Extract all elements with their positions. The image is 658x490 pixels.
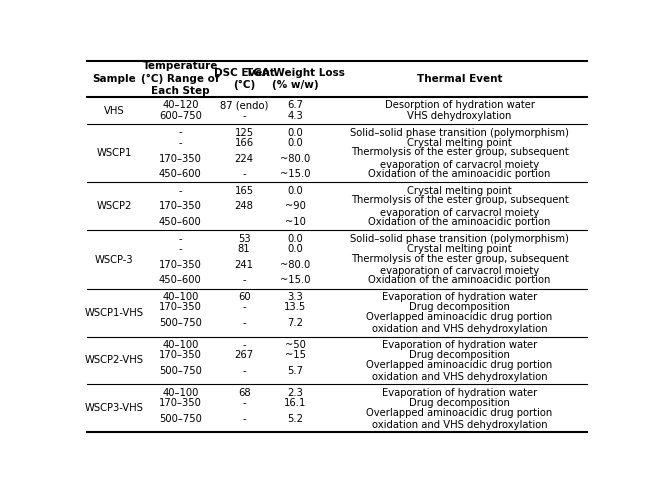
Text: Oxidation of the aminoacidic portion: Oxidation of the aminoacidic portion: [368, 169, 551, 179]
Text: Evaporation of hydration water: Evaporation of hydration water: [382, 388, 537, 398]
Text: Evaporation of hydration water: Evaporation of hydration water: [382, 292, 537, 302]
Text: 40–100: 40–100: [163, 340, 199, 350]
Text: 2.3: 2.3: [287, 388, 303, 398]
Text: 53: 53: [238, 234, 251, 244]
Text: 170–350: 170–350: [159, 260, 202, 270]
Text: 81: 81: [238, 244, 251, 254]
Text: -: -: [242, 414, 246, 424]
Text: 0.0: 0.0: [288, 186, 303, 196]
Text: -: -: [242, 302, 246, 313]
Text: TGA Weight Loss
(% w/w): TGA Weight Loss (% w/w): [245, 68, 345, 90]
Text: ~10: ~10: [285, 217, 305, 227]
Text: 13.5: 13.5: [284, 302, 306, 313]
Text: 267: 267: [235, 350, 254, 360]
Text: Overlapped aminoacidic drug portion
oxidation and VHS dehydroxylation: Overlapped aminoacidic drug portion oxid…: [367, 408, 553, 430]
Text: Thermolysis of the ester group, subsequent
evaporation of carvacrol moiety: Thermolysis of the ester group, subseque…: [351, 253, 569, 276]
Text: ~15.0: ~15.0: [280, 169, 311, 179]
Text: Drug decomposition: Drug decomposition: [409, 302, 510, 313]
Text: 500–750: 500–750: [159, 414, 202, 424]
Text: VHS dehydroxylation: VHS dehydroxylation: [407, 111, 512, 121]
Text: Thermolysis of the ester group, subsequent
evaporation of carvacrol moiety: Thermolysis of the ester group, subseque…: [351, 147, 569, 170]
Text: ~50: ~50: [285, 340, 305, 350]
Text: 224: 224: [235, 153, 254, 164]
Text: 450–600: 450–600: [159, 275, 202, 285]
Text: ~15.0: ~15.0: [280, 275, 311, 285]
Text: 5.7: 5.7: [287, 366, 303, 376]
Text: 40–120: 40–120: [162, 100, 199, 110]
Text: Crystal melting point: Crystal melting point: [407, 186, 512, 196]
Text: Drug decomposition: Drug decomposition: [409, 398, 510, 408]
Text: 600–750: 600–750: [159, 111, 202, 121]
Text: Overlapped aminoacidic drug portion
oxidation and VHS dehydroxylation: Overlapped aminoacidic drug portion oxid…: [367, 312, 553, 334]
Text: -: -: [178, 138, 182, 148]
Text: Desorption of hydration water: Desorption of hydration water: [385, 100, 534, 110]
Text: 170–350: 170–350: [159, 302, 202, 313]
Text: 248: 248: [235, 201, 253, 211]
Text: -: -: [242, 340, 246, 350]
Text: WSCP1: WSCP1: [97, 148, 132, 158]
Text: Overlapped aminoacidic drug portion
oxidation and VHS dehydroxylation: Overlapped aminoacidic drug portion oxid…: [367, 360, 553, 382]
Text: ~90: ~90: [285, 201, 305, 211]
Text: 170–350: 170–350: [159, 398, 202, 408]
Text: 7.2: 7.2: [287, 318, 303, 328]
Text: 0.0: 0.0: [288, 234, 303, 244]
Text: -: -: [242, 366, 246, 376]
Text: 60: 60: [238, 292, 251, 302]
Text: 68: 68: [238, 388, 251, 398]
Text: ~15: ~15: [285, 350, 306, 360]
Text: 16.1: 16.1: [284, 398, 307, 408]
Text: Oxidation of the aminoacidic portion: Oxidation of the aminoacidic portion: [368, 275, 551, 285]
Text: Solid–solid phase transition (polymorphism): Solid–solid phase transition (polymorphi…: [350, 127, 569, 138]
Text: -: -: [178, 127, 182, 138]
Text: 87 (endo): 87 (endo): [220, 100, 268, 110]
Text: 170–350: 170–350: [159, 350, 202, 360]
Text: 450–600: 450–600: [159, 217, 202, 227]
Text: 170–350: 170–350: [159, 153, 202, 164]
Text: -: -: [242, 318, 246, 328]
Text: Thermal Event: Thermal Event: [417, 74, 502, 84]
Text: -: -: [178, 186, 182, 196]
Text: Evaporation of hydration water: Evaporation of hydration water: [382, 340, 537, 350]
Text: Oxidation of the aminoacidic portion: Oxidation of the aminoacidic portion: [368, 217, 551, 227]
Text: 500–750: 500–750: [159, 366, 202, 376]
Text: Crystal melting point: Crystal melting point: [407, 244, 512, 254]
Text: WSCP2: WSCP2: [97, 201, 132, 211]
Text: 40–100: 40–100: [163, 388, 199, 398]
Text: 0.0: 0.0: [288, 244, 303, 254]
Text: 5.2: 5.2: [287, 414, 303, 424]
Text: WSCP3-VHS: WSCP3-VHS: [85, 403, 143, 414]
Text: 0.0: 0.0: [288, 127, 303, 138]
Text: 241: 241: [235, 260, 254, 270]
Text: Temperature
(°C) Range of
Each Step: Temperature (°C) Range of Each Step: [141, 61, 220, 97]
Text: -: -: [178, 234, 182, 244]
Text: 125: 125: [235, 127, 254, 138]
Text: Sample: Sample: [92, 74, 136, 84]
Text: 165: 165: [235, 186, 254, 196]
Text: DSC Event
(°C): DSC Event (°C): [214, 68, 274, 90]
Text: -: -: [178, 244, 182, 254]
Text: Solid–solid phase transition (polymorphism): Solid–solid phase transition (polymorphi…: [350, 234, 569, 244]
Text: ~80.0: ~80.0: [280, 153, 311, 164]
Text: 3.3: 3.3: [288, 292, 303, 302]
Text: WSCP2-VHS: WSCP2-VHS: [85, 356, 143, 366]
Text: ~80.0: ~80.0: [280, 260, 311, 270]
Text: WSCP-3: WSCP-3: [95, 254, 134, 265]
Text: Thermolysis of the ester group, subsequent
evaporation of carvacrol moiety: Thermolysis of the ester group, subseque…: [351, 195, 569, 218]
Text: Crystal melting point: Crystal melting point: [407, 138, 512, 148]
Text: 0.0: 0.0: [288, 138, 303, 148]
Text: 40–100: 40–100: [163, 292, 199, 302]
Text: 500–750: 500–750: [159, 318, 202, 328]
Text: Drug decomposition: Drug decomposition: [409, 350, 510, 360]
Text: -: -: [242, 111, 246, 121]
Text: VHS: VHS: [104, 106, 124, 116]
Text: 166: 166: [235, 138, 254, 148]
Text: 6.7: 6.7: [287, 100, 303, 110]
Text: 170–350: 170–350: [159, 201, 202, 211]
Text: 4.3: 4.3: [288, 111, 303, 121]
Text: WSCP1-VHS: WSCP1-VHS: [85, 308, 143, 318]
Text: -: -: [242, 398, 246, 408]
Text: -: -: [242, 275, 246, 285]
Text: 450–600: 450–600: [159, 169, 202, 179]
Text: -: -: [242, 169, 246, 179]
